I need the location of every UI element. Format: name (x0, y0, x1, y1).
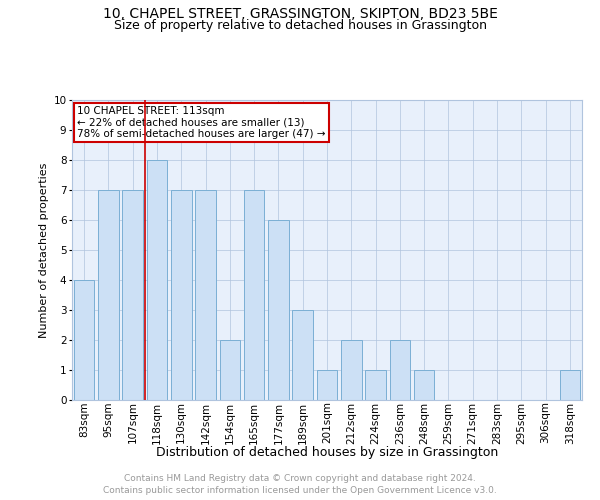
Bar (171, 190, 191, 400)
Bar (98, 190, 119, 400)
Bar (244, 190, 265, 400)
Bar (195, 190, 216, 400)
Text: Size of property relative to detached houses in Grassington: Size of property relative to detached ho… (113, 18, 487, 32)
Bar (220, 340, 240, 400)
Bar (365, 370, 386, 400)
Text: Contains HM Land Registry data © Crown copyright and database right 2024.
Contai: Contains HM Land Registry data © Crown c… (103, 474, 497, 495)
Text: 10, CHAPEL STREET, GRASSINGTON, SKIPTON, BD23 5BE: 10, CHAPEL STREET, GRASSINGTON, SKIPTON,… (103, 8, 497, 22)
Bar (317, 370, 337, 400)
Bar (268, 220, 289, 400)
Bar (122, 190, 143, 400)
Bar (414, 370, 434, 400)
Bar (560, 370, 580, 400)
Bar (341, 340, 362, 400)
Bar (292, 310, 313, 400)
Bar (146, 160, 167, 400)
Bar (74, 280, 94, 400)
Text: 10 CHAPEL STREET: 113sqm
← 22% of detached houses are smaller (13)
78% of semi-d: 10 CHAPEL STREET: 113sqm ← 22% of detach… (77, 106, 326, 139)
X-axis label: Distribution of detached houses by size in Grassington: Distribution of detached houses by size … (156, 446, 498, 460)
Bar (389, 340, 410, 400)
Y-axis label: Number of detached properties: Number of detached properties (39, 162, 49, 338)
